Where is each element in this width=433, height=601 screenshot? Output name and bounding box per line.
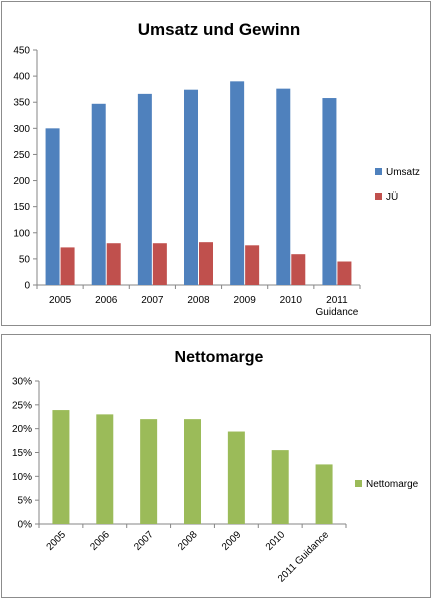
x-tick-label: 2007	[141, 295, 164, 306]
y-tick-label: 15%	[12, 448, 32, 459]
legend-label-jü: JÜ	[386, 191, 398, 203]
bar-nettomarge	[140, 419, 158, 524]
bar-umsatz	[137, 93, 152, 285]
bar-nettomarge	[184, 419, 201, 524]
legend-label-nettomarge: Nettomarge	[366, 479, 419, 490]
y-tick-label: 0%	[18, 520, 33, 531]
bar-umsatz	[230, 81, 245, 285]
y-tick-label: 250	[13, 150, 30, 161]
bar-umsatz	[322, 98, 337, 286]
y-tick-label: 300	[13, 124, 30, 135]
bar-umsatz	[91, 103, 106, 286]
y-tick-label: 5%	[18, 496, 33, 507]
bar-jü	[245, 245, 260, 285]
y-tick-label: 200	[13, 176, 30, 187]
chart-title: Umsatz und Gewinn	[138, 20, 300, 39]
bar-jü	[337, 261, 352, 285]
x-tick-label: 2009	[234, 295, 257, 306]
chart-nettomarge-svg: Nettomarge 0% 5% 10% 15% 20% 25% 30% 2005 2006 20…	[12, 349, 419, 585]
y-tick-label: 20%	[12, 424, 32, 435]
x-tick-label: 2005	[49, 295, 72, 306]
legend-label-umsatz: Umsatz	[386, 167, 420, 178]
bar-umsatz	[276, 88, 291, 286]
bar-jü	[291, 254, 306, 285]
chart-title: Nettomarge	[175, 349, 264, 366]
bar-jü	[199, 242, 213, 285]
bar-jü	[106, 243, 121, 285]
x-tick-label: 2007	[132, 529, 156, 553]
bar-nettomarge	[96, 414, 114, 524]
x-tick-label: 2006	[95, 295, 118, 306]
bar-nettomarge	[315, 464, 333, 524]
bar-umsatz	[184, 89, 198, 285]
bar-jü	[60, 247, 75, 285]
chart-umsatz-gewinn: Umsatz und Gewinn 0 50 100 150 200 250 300 350 4…	[1, 1, 431, 326]
y-tick-label: 400	[13, 72, 30, 83]
y-tick-label: 100	[13, 228, 30, 239]
x-tick-label: 2011 Guidance	[316, 295, 359, 318]
y-tick-label: 150	[13, 202, 30, 213]
x-tick-label: 2009	[220, 529, 244, 553]
x-tick-label: 2005	[45, 529, 69, 553]
legend-swatch-umsatz	[375, 168, 382, 175]
bar-jü	[152, 243, 167, 285]
x-tick-label: 2008	[187, 295, 210, 306]
bar-umsatz	[45, 128, 60, 285]
bar-nettomarge	[227, 431, 245, 524]
y-tick-label: 450	[13, 46, 30, 57]
x-tick-label: 2006	[88, 529, 112, 553]
y-tick-label: 50	[19, 254, 31, 265]
legend-swatch-jü	[375, 193, 382, 200]
chart-nettomarge: Nettomarge 0% 5% 10% 15% 20% 25% 30% 2005 2006 20…	[1, 334, 431, 598]
y-tick-label: 350	[13, 98, 30, 109]
bar-nettomarge	[52, 410, 70, 524]
legend-swatch-nettomarge	[355, 480, 362, 487]
x-tick-label: 2008	[176, 529, 200, 553]
chart-umsatz-gewinn-svg: Umsatz und Gewinn 0 50 100 150 200 250 300 350 4…	[13, 20, 420, 318]
x-tick-label: 2010	[264, 529, 288, 553]
x-tick-label: 2010	[280, 295, 303, 306]
y-tick-label: 0	[24, 281, 30, 292]
y-tick-label: 30%	[12, 377, 32, 388]
y-tick-label: 10%	[12, 472, 32, 483]
y-tick-label: 25%	[12, 400, 32, 411]
bar-nettomarge	[271, 450, 289, 524]
